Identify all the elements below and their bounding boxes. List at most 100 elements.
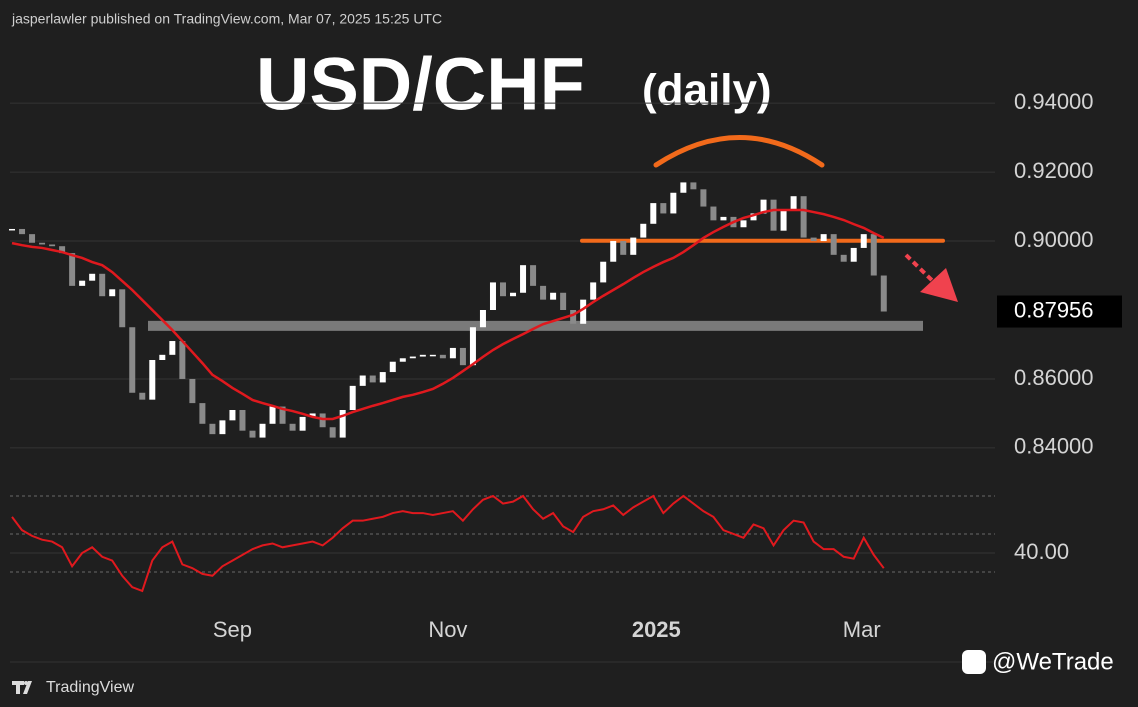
- candle-body: [620, 241, 627, 255]
- candle-body: [159, 354, 166, 360]
- candle-body: [259, 423, 266, 438]
- last-price-label: 0.87956: [1014, 297, 1094, 322]
- candle-body: [319, 413, 326, 428]
- y-tick-label: 0.84000: [1014, 434, 1094, 459]
- brand: TradingView: [46, 679, 134, 696]
- candle-body: [9, 228, 16, 231]
- candle-body: [750, 213, 757, 221]
- candle-body: [550, 292, 557, 300]
- candle-body: [269, 406, 276, 424]
- candle-body: [129, 327, 136, 393]
- moving-average: [11, 208, 885, 421]
- candle-body: [49, 244, 56, 247]
- candle-body: [369, 375, 376, 383]
- x-tick-label: Sep: [213, 617, 252, 642]
- candle-body: [660, 203, 667, 214]
- candle-body: [409, 356, 416, 359]
- publisher: jasperlawler published on TradingView.co…: [11, 11, 442, 27]
- candle-body: [89, 273, 96, 281]
- candle-body: [790, 196, 797, 210]
- trend-arrow: [904, 253, 958, 302]
- rsi-line: [11, 494, 885, 593]
- candle-body: [570, 310, 577, 324]
- candle-body: [830, 234, 837, 255]
- candle-body: [520, 265, 527, 293]
- candle-body: [239, 410, 246, 431]
- rsi-tick-label: 40.00: [1014, 539, 1069, 564]
- candle-body: [169, 341, 176, 355]
- candle-body: [630, 237, 637, 255]
- top-arc: [653, 135, 825, 168]
- candle-body: [590, 282, 597, 300]
- candle-body: [740, 220, 747, 228]
- candle-body: [179, 341, 186, 379]
- chart-title: USD/CHF: [256, 43, 585, 126]
- candle-body: [700, 189, 707, 207]
- candle-body: [580, 299, 587, 324]
- candle-body: [339, 410, 346, 438]
- candle-body: [670, 192, 677, 214]
- candle-body: [209, 423, 216, 435]
- candle-body: [650, 203, 657, 224]
- candle-body: [459, 347, 466, 366]
- handle-icon: [962, 650, 986, 674]
- candle-body: [29, 234, 36, 243]
- candle-body: [79, 280, 86, 286]
- candle-body: [800, 196, 807, 238]
- candle-body: [770, 199, 777, 231]
- candle-body: [810, 237, 817, 242]
- candle-body: [880, 275, 887, 312]
- candle-body: [39, 242, 46, 245]
- candle-body: [500, 282, 507, 297]
- candle-body: [99, 273, 106, 297]
- candle-body: [189, 378, 196, 404]
- candle-body: [600, 261, 607, 283]
- candle-body: [479, 310, 486, 328]
- candle-body: [870, 234, 877, 276]
- candle-body: [289, 423, 296, 431]
- y-tick-label: 0.86000: [1014, 365, 1094, 390]
- candle-body: [389, 361, 396, 373]
- support-zone: [148, 320, 923, 331]
- candle-body: [469, 327, 476, 366]
- candle-body: [19, 228, 26, 235]
- candle-body: [139, 392, 146, 400]
- candle-body: [309, 413, 316, 417]
- candle-body: [439, 354, 446, 359]
- candle-body: [840, 254, 847, 262]
- candle-body: [199, 403, 206, 424]
- candle-body: [299, 416, 306, 431]
- x-tick-label: Nov: [428, 617, 467, 642]
- candle-body: [219, 420, 226, 435]
- y-tick-label: 0.90000: [1014, 227, 1094, 252]
- x-tick-label: 2025: [632, 617, 681, 642]
- candle-body: [449, 347, 456, 359]
- x-tick-label: Mar: [843, 617, 881, 642]
- candle-body: [560, 292, 567, 310]
- y-tick-label: 0.94000: [1014, 89, 1094, 114]
- tv-logo: [12, 681, 32, 694]
- candle-body: [59, 246, 66, 254]
- candle-body: [860, 234, 867, 248]
- candle-body: [720, 216, 727, 221]
- candle-body: [69, 253, 76, 286]
- last-price-box: [997, 295, 1122, 328]
- candle-body: [399, 358, 406, 362]
- candle-body: [349, 385, 356, 410]
- candle-body: [419, 354, 426, 357]
- candle-body: [279, 406, 286, 424]
- candle-body: [229, 410, 236, 421]
- candle-body: [149, 360, 156, 400]
- candle-body: [109, 289, 116, 297]
- candle-body: [530, 265, 537, 286]
- candle-body: [379, 372, 386, 383]
- candle-body: [119, 289, 126, 328]
- candle-body: [640, 223, 647, 238]
- candle-body: [489, 282, 496, 310]
- candle-body: [429, 354, 436, 357]
- chart-subtitle: (daily): [642, 66, 772, 115]
- candle-body: [359, 375, 366, 386]
- candle-body: [690, 182, 697, 190]
- candle-body: [329, 427, 336, 438]
